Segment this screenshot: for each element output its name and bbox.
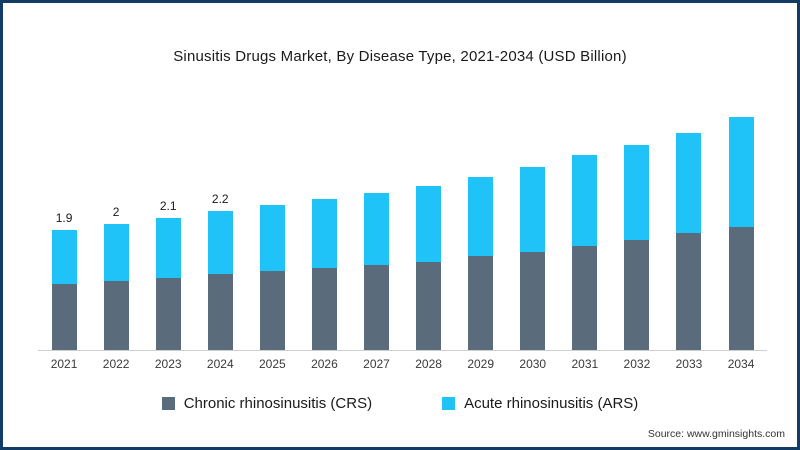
bar-total-label: 2.2 bbox=[211, 192, 229, 207]
x-axis-labels: 2021 2022 2023 2024 2025 2026 2027 2028 2029 2030… bbox=[38, 357, 767, 371]
bar-segment-crs bbox=[311, 268, 337, 350]
bar-total-label: 2.1 bbox=[159, 198, 177, 213]
bar-column-2033 bbox=[663, 98, 715, 350]
chart-title: Sinusitis Drugs Market, By Disease Type,… bbox=[173, 48, 627, 65]
bar-segment-ars bbox=[364, 192, 389, 265]
x-axis-label-2032: 2032 bbox=[623, 357, 651, 371]
bar-segment-crs bbox=[103, 280, 129, 350]
bar-segment-ars bbox=[103, 224, 129, 281]
bar-column-2034 bbox=[715, 98, 767, 350]
x-axis-label-2028: 2028 bbox=[415, 357, 442, 371]
bar-segment-ars bbox=[572, 154, 598, 247]
bar-segment-ars bbox=[311, 198, 337, 269]
bar-segment-crs bbox=[520, 252, 546, 350]
x-axis-label-2023: 2023 bbox=[154, 357, 182, 371]
x-axis-label-2024: 2024 bbox=[206, 357, 234, 371]
bar-segment-crs bbox=[624, 239, 650, 350]
x-axis-label-2021: 2021 bbox=[50, 357, 78, 371]
bar-segment-ars bbox=[207, 211, 233, 275]
bar-total-label: 2 bbox=[112, 205, 120, 220]
bar-segment-ars bbox=[155, 217, 181, 278]
bar-column-2030 bbox=[507, 98, 559, 350]
plot-area: 1.9 2 2.1 2.2 bbox=[38, 98, 767, 351]
bar-segment-crs bbox=[468, 255, 494, 350]
bar-column-2023: 2.1 bbox=[142, 98, 194, 350]
crs-swatch-icon bbox=[161, 397, 175, 410]
x-axis-label-2031: 2031 bbox=[571, 357, 599, 371]
bar-segment-crs bbox=[676, 233, 702, 350]
source-note: Source: www.gminsights.com bbox=[647, 428, 785, 440]
bar-segment-crs bbox=[728, 227, 754, 350]
bar-column-2021: 1.9 bbox=[38, 98, 90, 350]
bar-segment-crs bbox=[51, 283, 77, 350]
bar-column-2027 bbox=[350, 98, 402, 350]
bar-column-2031 bbox=[559, 98, 611, 350]
bar-segment-ars bbox=[259, 205, 285, 272]
legend-label-crs: Chronic rhinosinusitis (CRS) bbox=[183, 395, 373, 412]
bar-segment-crs bbox=[259, 271, 285, 350]
bar-column-2024: 2.2 bbox=[194, 98, 246, 350]
ars-swatch-icon bbox=[442, 397, 456, 410]
bar-column-2026 bbox=[298, 98, 350, 350]
bar-segment-ars bbox=[416, 186, 442, 262]
bar-segment-ars bbox=[51, 230, 77, 284]
bar-column-2022: 2 bbox=[90, 98, 142, 350]
bar-segment-crs bbox=[416, 261, 442, 350]
bar-segment-crs bbox=[572, 246, 598, 350]
x-axis-label-2026: 2026 bbox=[311, 357, 338, 371]
bar-segment-crs bbox=[364, 264, 389, 350]
bar-segment-ars bbox=[520, 167, 546, 253]
bar-segment-ars bbox=[676, 132, 702, 234]
bar-column-2028 bbox=[403, 98, 455, 350]
bar-segment-crs bbox=[207, 274, 233, 350]
bar-total-label: 1.9 bbox=[55, 211, 73, 226]
bar-segment-ars bbox=[728, 116, 754, 228]
bar-column-2032 bbox=[611, 98, 663, 350]
x-axis-label-2022: 2022 bbox=[102, 357, 130, 371]
x-axis-label-2033: 2033 bbox=[675, 357, 703, 371]
legend: Chronic rhinosinusitis (CRS) Acute rhino… bbox=[3, 395, 797, 412]
legend-label-ars: Acute rhinosinusitis (ARS) bbox=[464, 395, 639, 412]
legend-item-ars: Acute rhinosinusitis (ARS) bbox=[442, 395, 638, 412]
legend-item-crs: Chronic rhinosinusitis (CRS) bbox=[161, 395, 373, 412]
bar-segment-ars bbox=[468, 176, 494, 256]
x-axis-label-2034: 2034 bbox=[727, 357, 755, 371]
x-axis-label-2029: 2029 bbox=[467, 357, 495, 371]
bar-segment-crs bbox=[155, 277, 181, 350]
bar-column-2025 bbox=[246, 98, 298, 350]
bar-column-2029 bbox=[455, 98, 507, 350]
x-axis-label-2030: 2030 bbox=[519, 357, 547, 371]
bar-segment-ars bbox=[624, 145, 650, 240]
x-axis-label-2025: 2025 bbox=[259, 357, 286, 371]
x-axis-label-2027: 2027 bbox=[363, 357, 390, 371]
plot-wrap: 1.9 2 2.1 2.2 2021 2022 2023 2024 2025 2026 2027 2… bbox=[38, 98, 767, 371]
